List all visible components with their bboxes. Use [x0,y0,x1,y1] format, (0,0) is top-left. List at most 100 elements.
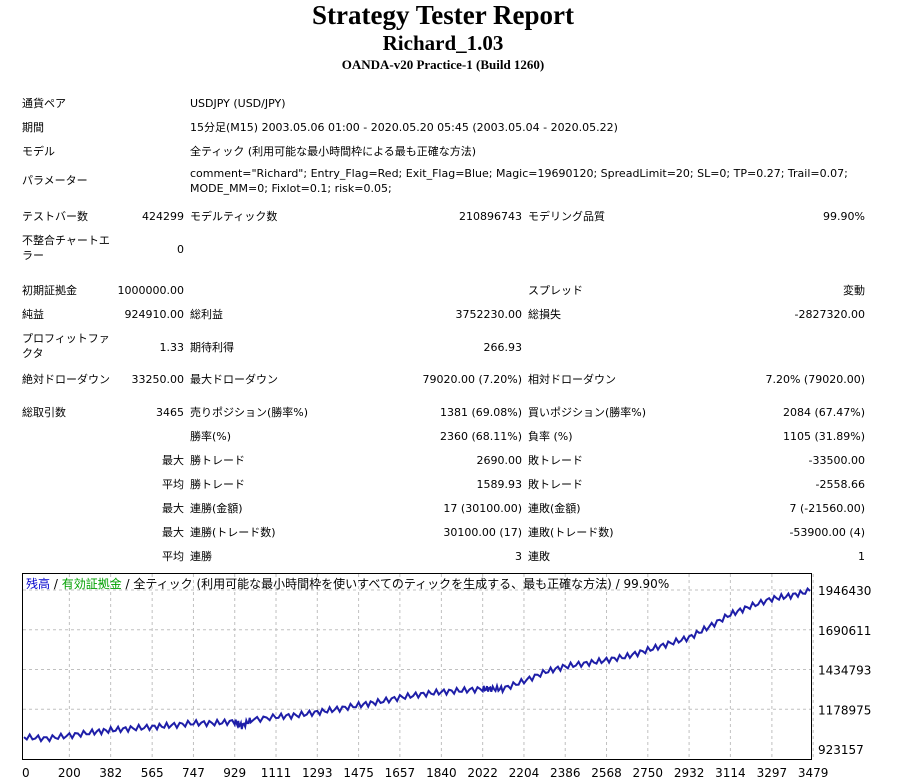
gross-profit-value: 3752230.00 [455,308,522,321]
avg-cons-losses-label: 連敗 [528,550,550,563]
deposit-value: 1000000.00 [117,284,184,297]
avg-cons-wins-value: 3 [515,550,522,563]
bars-label: テストバー数 [22,210,88,223]
short-positions-label: 売りポジション(勝率%) [190,406,309,419]
cons-losses-amount-value: 7 (-21560.00) [789,502,865,515]
short-positions-value: 1381 (69.08%) [439,406,522,419]
cons-wins-amount-label: 連勝(金額) [190,502,243,515]
x-tick-label: 2932 [674,766,705,780]
avg-loss-label: 敗トレード [528,478,583,491]
total-trades-label: 総取引数 [22,406,66,419]
symbol-value: USDJPY (USD/JPY) [190,97,286,110]
x-tick-label: 2386 [550,766,581,780]
profit-factor-value: 1.33 [159,341,185,354]
gross-loss-label: 総損失 [528,308,561,321]
net-profit-label: 純益 [22,308,44,321]
mismatch-label: 不整合チャートエラー [22,234,110,262]
cons-wins-count-label: 連勝(トレード数) [190,526,276,539]
params-value: comment="Richard"; Entry_Flag=Red; Exit_… [190,167,848,195]
legend-separator: / [50,577,62,591]
largest-win-label: 勝トレード [190,454,245,467]
abs-drawdown-label: 絶対ドローダウン [22,373,110,386]
legend-balance: 残高 [26,576,50,591]
avg-loss-value: -2558.66 [815,478,865,491]
x-tick-label: 0 [22,766,30,780]
legend-description: / 全ティック (利用可能な最小時間枠を使いすべてのティックを生成する、最も正確… [122,576,670,591]
abs-drawdown-value: 33250.00 [131,373,185,386]
payoff-label: 期待利得 [190,341,234,354]
avg-win-label: 勝トレード [190,478,245,491]
x-tick-label: 2568 [591,766,622,780]
params-label: パラメーター [22,174,88,187]
max-prefix: 最大 [162,526,184,539]
x-tick-label: 2204 [509,766,540,780]
y-tick-label: 1178975 [818,703,871,717]
total-trades-value: 3465 [156,406,184,419]
x-tick-label: 1475 [343,766,374,780]
x-tick-label: 747 [182,766,205,780]
loss-rate-value: 1105 (31.89%) [782,430,865,443]
symbol-label: 通貨ペア [22,97,66,110]
long-positions-value: 2084 (67.47%) [782,406,865,419]
deposit-label: 初期証拠金 [22,284,77,297]
y-tick-label: 923157 [818,743,864,757]
max-drawdown-value: 79020.00 (7.20%) [422,373,522,386]
rel-drawdown-value: 7.20% (79020.00) [765,373,865,386]
profit-factor-label: プロフィットファクタ [22,332,110,360]
model-label: モデル [22,145,55,158]
balance-line [23,586,811,744]
max-prefix: 最大 [162,502,184,515]
long-positions-label: 買いポジション(勝率%) [528,406,647,419]
period-value: 15分足(M15) 2003.05.06 01:00 - 2020.05.20 … [190,121,618,134]
balance-chart: 残高 / 有効証拠金 / 全ティック (利用可能な最小時間枠を使いすべてのティッ… [22,573,871,780]
largest-loss-value: -33500.00 [808,454,865,467]
x-tick-label: 1293 [302,766,333,780]
y-tick-label: 1434793 [818,664,871,678]
y-tick-label: 1690611 [818,624,871,638]
y-tick-label: 1946430 [818,584,871,598]
x-tick-label: 3479 [798,766,829,780]
period-label: 期間 [22,121,44,134]
max-drawdown-label: 最大ドローダウン [190,373,278,386]
spread-label: スプレッド [528,284,583,297]
x-tick-label: 1111 [261,766,292,780]
avg-prefix: 平均 [162,550,184,563]
cons-losses-amount-label: 連敗(金額) [528,502,581,515]
modeling-label: モデリング品質 [528,210,605,223]
spread-value: 変動 [843,284,865,297]
x-tick-label: 382 [99,766,122,780]
avg-cons-wins-label: 連勝 [190,550,212,563]
model-value: 全ティック (利用可能な最小時間枠による最も正確な方法) [190,145,477,158]
cons-wins-count-value: 30100.00 (17) [443,526,522,539]
x-tick-label: 565 [141,766,164,780]
legend-equity: 有効証拠金 [62,576,122,591]
ticks-value: 210896743 [459,210,522,223]
max-prefix: 最大 [162,454,184,467]
cons-wins-amount-value: 17 (30100.00) [443,502,522,515]
net-profit-value: 924910.00 [124,308,185,321]
cons-losses-count-label: 連敗(トレード数) [528,526,614,539]
win-rate-value: 2360 (68.11%) [439,430,522,443]
avg-prefix: 平均 [162,478,184,491]
report-title: Strategy Tester Report [312,0,574,30]
modeling-value: 99.90% [823,210,865,223]
avg-cons-losses-value: 1 [858,550,865,563]
loss-rate-label: 負率 (%) [528,430,573,443]
cons-losses-count-value: -53900.00 (4) [789,526,865,539]
expert-name: Richard_1.03 [382,31,504,55]
rel-drawdown-label: 相対ドローダウン [528,373,616,386]
largest-win-value: 2690.00 [476,454,523,467]
largest-loss-label: 敗トレード [528,454,583,467]
x-tick-label: 2022 [467,766,498,780]
x-tick-label: 1657 [385,766,416,780]
x-tick-label: 929 [223,766,246,780]
x-tick-label: 3114 [715,766,746,780]
x-tick-label: 1840 [426,766,457,780]
server-build: OANDA-v20 Practice-1 (Build 1260) [341,57,545,72]
bars-value: 424299 [142,210,184,223]
win-rate-label: 勝率(%) [190,430,232,443]
x-tick-label: 2750 [633,766,664,780]
avg-win-value: 1589.93 [476,478,523,491]
mismatch-value: 0 [177,243,184,256]
ticks-label: モデルティック数 [190,210,278,223]
